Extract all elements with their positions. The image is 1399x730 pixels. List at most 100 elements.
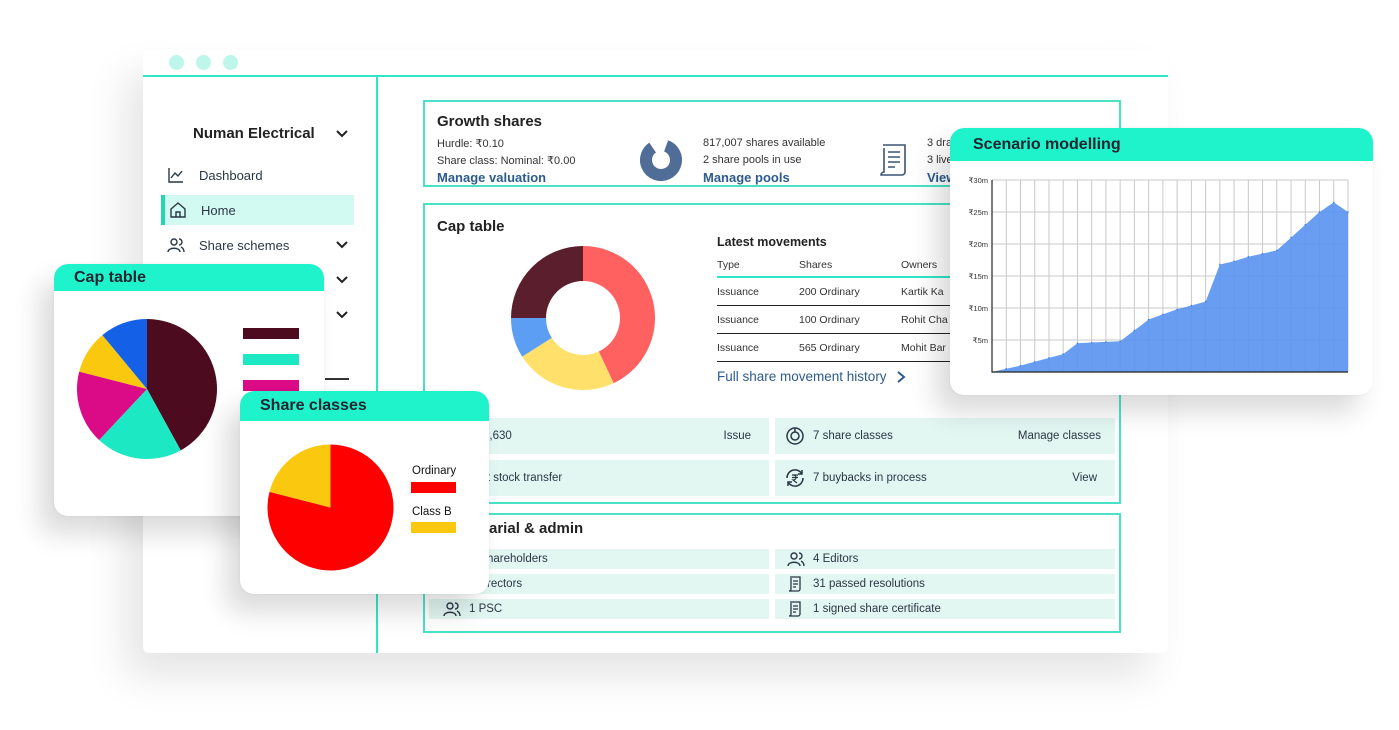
sidebar-item-label: Share schemes (199, 237, 290, 253)
tile-text: 7,630 (483, 430, 512, 442)
cap-table-donut-chart (511, 246, 655, 390)
scenario-area-chart: ₹5m ₹10m ₹15m ₹20m ₹25m ₹30m (969, 176, 1349, 373)
pie-slice (99, 389, 181, 459)
row-text: 1 signed share certificate (813, 603, 941, 615)
pool-chart-icon (640, 139, 682, 181)
scenario-modelling-card: Scenario modelling ₹5m ₹10m ₹15m ₹20m ₹25m ₹3… (950, 128, 1373, 395)
y-tick-label: ₹30m (969, 176, 988, 185)
shareholders-row[interactable]: hareholders (429, 549, 769, 569)
resolutions-row[interactable]: 31 passed resolutions (775, 574, 1115, 594)
drafts-count: 3 dra (927, 137, 953, 149)
data-point (1005, 368, 1008, 370)
data-point (1019, 364, 1022, 367)
cell-shares: 565 Ordinary (799, 333, 901, 362)
table-row[interactable]: Issuance 200 Ordinary Kartik Ka (717, 277, 977, 306)
growth-shares-panel: Growth shares Hurdle: ₹0.10 Share class:… (423, 100, 1121, 187)
pie-slice (77, 371, 147, 441)
editors-row[interactable]: 4 Editors (775, 549, 1115, 569)
full-history-link[interactable]: Full share movement history (717, 369, 907, 384)
data-point (1090, 341, 1093, 344)
data-point (1048, 357, 1050, 359)
data-point (1105, 341, 1107, 343)
data-point (1347, 211, 1349, 213)
y-tick-label: ₹15m (969, 272, 988, 281)
donut-slice (511, 318, 552, 357)
panel-title: Cap table (437, 218, 505, 235)
y-tick-label: ₹5m (973, 336, 988, 345)
cap-table-pie-chart (77, 319, 218, 459)
chevron-down-icon[interactable] (335, 127, 349, 141)
row-text: 4 Editors (813, 553, 859, 565)
pie-slice (79, 335, 147, 389)
view-link[interactable]: View (927, 170, 957, 185)
share-classes-icon (786, 427, 804, 445)
view-buybacks-button[interactable]: View (1072, 472, 1097, 484)
scroll-document-icon (880, 144, 906, 176)
legend-swatch (411, 522, 456, 533)
data-point (1261, 252, 1264, 255)
chart-line-icon (168, 168, 183, 183)
shares-available: 817,007 shares available (703, 137, 826, 149)
sidebar-item-dashboard[interactable]: Dashboard (163, 160, 353, 190)
manage-valuation-link[interactable]: Manage valuation (437, 170, 547, 185)
legend-swatch (243, 354, 299, 365)
data-point (1204, 300, 1207, 303)
share-classes-card: Share classes Ordinary Class B (240, 391, 489, 594)
card-title: Scenario modelling (950, 128, 1373, 161)
sidebar-item-home[interactable]: Home (161, 195, 354, 225)
psc-row[interactable]: 1 PSC (429, 599, 769, 619)
data-point (1219, 263, 1221, 266)
data-point (1247, 256, 1250, 258)
row-text: 1 PSC (469, 603, 503, 615)
buybacks-tile[interactable]: 7 buybacks in process View (775, 460, 1115, 496)
data-point (1318, 211, 1321, 213)
pools-in-use: 2 share pools in use (703, 154, 802, 166)
donut-slice (583, 246, 655, 384)
data-point (1276, 249, 1278, 252)
home-icon (170, 202, 186, 218)
legend-swatch (243, 328, 299, 339)
data-point (1176, 308, 1178, 311)
titlebar-divider (143, 75, 1168, 77)
scroll-document-icon (788, 576, 801, 592)
issue-button[interactable]: Issue (723, 430, 752, 442)
secretarial-panel: arial & admin hareholders rectors 1 PSC … (423, 513, 1121, 633)
legend-label: Class B (412, 506, 452, 518)
cell-type: Issuance (717, 333, 799, 362)
users-icon (787, 552, 805, 567)
table-row[interactable]: Issuance 100 Ordinary Rohit Cha (717, 305, 977, 334)
card-title: Share classes (240, 391, 489, 421)
cell-shares: 200 Ordinary (799, 277, 901, 306)
panel-title: Growth shares (437, 113, 543, 130)
manage-pools-link[interactable]: Manage pools (703, 170, 790, 185)
movements-table: Type Shares Owners Issuance 200 Ordinary K… (717, 259, 977, 362)
chevron-down-icon[interactable] (335, 273, 349, 287)
company-name[interactable]: Numan Electrical (193, 125, 315, 142)
share-classes-tile[interactable]: 7 share classes Manage classes (775, 418, 1115, 454)
data-point (1190, 304, 1193, 307)
sidebar-divider (376, 76, 378, 653)
legend-swatch (243, 380, 299, 391)
data-point (1233, 260, 1235, 263)
share-classes-pie-chart (267, 444, 394, 571)
directors-row[interactable]: rectors (429, 574, 769, 594)
full-history-label: Full share movement history (717, 369, 887, 384)
data-point (1076, 342, 1079, 344)
users-icon (167, 238, 185, 253)
data-point (1133, 329, 1136, 332)
sidebar-collapse-handle[interactable] (325, 378, 349, 380)
sidebar-item-share-schemes[interactable]: Share schemes (163, 230, 353, 260)
manage-classes-button[interactable]: Manage classes (1017, 430, 1101, 442)
chevron-down-icon[interactable] (335, 308, 349, 322)
row-text: hareholders (487, 553, 548, 565)
data-point (1119, 340, 1121, 343)
certificate-row[interactable]: 1 signed share certificate (775, 599, 1115, 619)
chevron-down-icon[interactable] (335, 238, 349, 252)
tile-text: 7 share classes (813, 430, 893, 442)
row-text: rectors (487, 578, 523, 590)
table-row[interactable]: Issuance 565 Ordinary Mohit Bar (717, 333, 977, 362)
cell-type: Issuance (717, 277, 799, 306)
rupee-cycle-icon (786, 469, 804, 487)
column-header: Type (717, 259, 799, 278)
cell-shares: 100 Ordinary (799, 305, 901, 334)
